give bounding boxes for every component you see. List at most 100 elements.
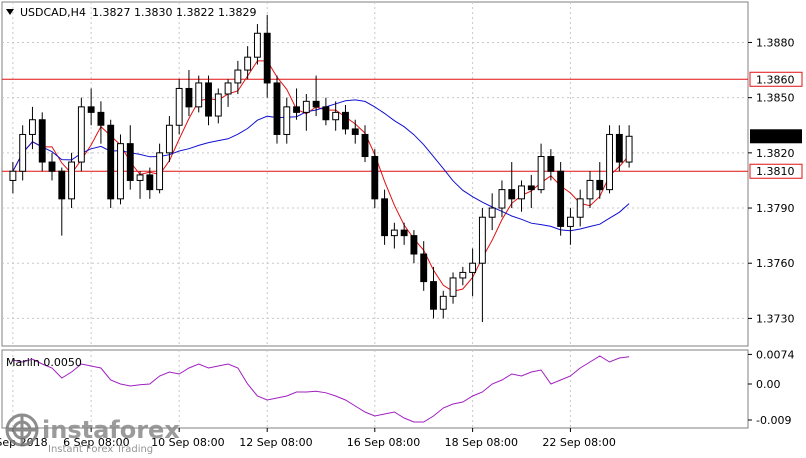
- candle-body: [498, 189, 506, 209]
- candle: [107, 119, 115, 209]
- candle-body: [195, 82, 203, 108]
- last-price-box: [750, 129, 802, 144]
- candle-body: [48, 161, 56, 172]
- candle: [29, 106, 36, 150]
- candle-body: [146, 174, 154, 191]
- candle-body: [625, 135, 633, 163]
- candlesticks: [9, 14, 633, 323]
- candle: [214, 88, 222, 124]
- candle-body: [332, 111, 340, 121]
- candle-body: [293, 106, 300, 113]
- candle-body: [136, 174, 144, 181]
- candle: [469, 248, 477, 297]
- candle: [547, 149, 555, 181]
- candle-body: [508, 189, 516, 200]
- dropdown-triangle-icon[interactable]: [6, 9, 14, 15]
- fast-ma-line: [12, 60, 630, 292]
- candle-body: [107, 124, 115, 200]
- candle: [312, 75, 320, 117]
- candle: [97, 101, 105, 144]
- candle: [537, 143, 545, 194]
- candle-body: [234, 69, 242, 84]
- indicator-label: Marlin 0.0050: [6, 356, 82, 369]
- candle: [38, 112, 46, 172]
- candle-body: [9, 170, 17, 181]
- candle: [273, 75, 281, 144]
- candle-body: [29, 119, 36, 135]
- candle: [332, 101, 340, 131]
- candle-body: [205, 82, 212, 117]
- candle: [263, 14, 271, 98]
- candle-body: [459, 271, 467, 279]
- candle-body: [185, 87, 193, 108]
- candle: [224, 79, 232, 107]
- globe-icon: [5, 413, 39, 447]
- candle-body: [488, 207, 496, 218]
- candle-body: [400, 229, 408, 237]
- candle: [146, 167, 154, 199]
- time-tick-label: 18 Sep 08:00: [445, 436, 518, 449]
- level-price-box: [749, 71, 803, 87]
- candle: [390, 222, 398, 249]
- candle-body: [478, 216, 486, 264]
- candle: [9, 162, 17, 194]
- candle: [459, 266, 467, 286]
- chart-grid: [1, 1, 749, 429]
- candle-body: [371, 156, 379, 200]
- time-tick-label: 22 Sep 08:00: [542, 436, 615, 449]
- candle-body: [342, 111, 349, 130]
- candle: [625, 125, 633, 168]
- candle-body: [566, 216, 574, 227]
- candle-body: [263, 32, 271, 84]
- candle-body: [586, 179, 594, 200]
- candle: [283, 97, 291, 144]
- candle: [156, 143, 164, 194]
- candle-body: [322, 106, 330, 121]
- price-tick-label: 1.3790: [756, 202, 795, 215]
- candle-body: [38, 119, 46, 163]
- price-tick-label: 1.3850: [756, 92, 795, 105]
- logo-brand: instaforex: [42, 416, 180, 444]
- candle-body: [390, 229, 398, 237]
- candle-body: [97, 111, 105, 126]
- candle: [48, 152, 56, 181]
- candle-body: [410, 235, 418, 255]
- candle-body: [449, 277, 457, 297]
- candle: [165, 116, 173, 163]
- candle: [117, 134, 124, 205]
- candle: [205, 75, 212, 126]
- candle: [596, 162, 604, 199]
- candle: [527, 174, 535, 209]
- price-tick-label: 1.3820: [756, 147, 795, 160]
- candle-body: [244, 56, 252, 71]
- price-tick-label: 1.3880: [756, 36, 795, 49]
- candle: [478, 208, 486, 323]
- candle: [244, 46, 252, 80]
- candle: [302, 93, 310, 131]
- candle-body: [302, 100, 310, 113]
- candle: [557, 162, 565, 236]
- osc-tick-label: -0.009: [756, 414, 791, 427]
- candle: [68, 152, 76, 209]
- level-price-box: [749, 163, 803, 179]
- candle-body: [126, 143, 134, 181]
- candle-body: [381, 198, 389, 237]
- price-tick-label: 1.3760: [756, 257, 795, 270]
- candle: [19, 125, 27, 181]
- marlin-oscillator: 0.0074 0.00 -0.009: [12, 348, 795, 427]
- moving-averages: [12, 60, 630, 292]
- candle-body: [224, 82, 232, 95]
- horizontal-level-lines: 1.3860 1.3810: [2, 71, 803, 179]
- candle-body: [596, 179, 604, 191]
- candle-body: [439, 295, 447, 310]
- candle-body: [87, 106, 95, 113]
- candle-body: [557, 170, 565, 227]
- candle-body: [420, 253, 428, 283]
- instaforex-logo: instaforex Instant Forex Trading: [2, 410, 202, 455]
- candle: [586, 171, 594, 209]
- candle: [439, 290, 447, 319]
- candle-body: [19, 133, 27, 172]
- candle-body: [214, 93, 222, 117]
